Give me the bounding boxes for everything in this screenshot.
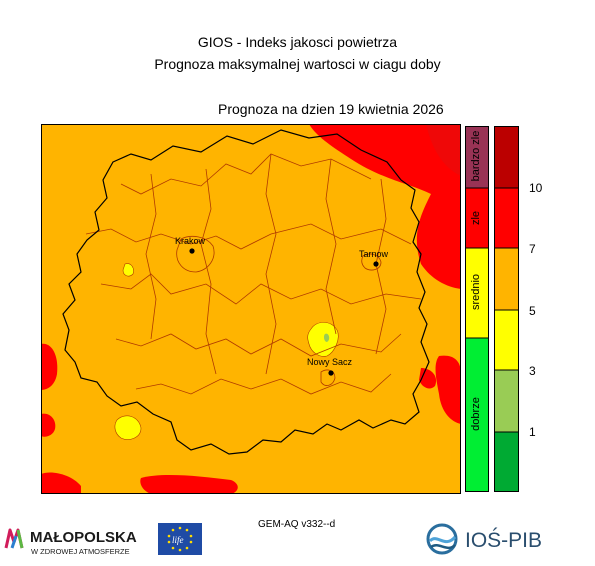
zone-dobrze-high-spot (323, 333, 330, 342)
cat-label-dobrze: dobrze (470, 397, 482, 431)
val-bar-7-10 (494, 188, 519, 248)
zone-bardzo-zle-corner (426, 124, 461, 176)
svg-text:MAŁOPOLSKA: MAŁOPOLSKA (30, 529, 137, 546)
cat-bar-srednio (465, 248, 489, 338)
zone-srednio-low-west (122, 263, 134, 277)
region-border (62, 129, 430, 455)
zone-zle-southeast (435, 355, 461, 424)
tick-5: 5 (529, 304, 536, 318)
map-frame (41, 124, 461, 494)
city-marker-nowy-sacz (328, 370, 334, 376)
val-bar-3-5 (494, 310, 519, 370)
tick-1: 1 (529, 425, 536, 439)
city-krakow: Krakow (175, 236, 206, 254)
city-tarnow: Tarnow (359, 249, 389, 267)
zone-zle-south (140, 474, 238, 494)
malopolska-logo: MAŁOPOLSKA W ZDROWEJ ATMOSFERZE (4, 524, 154, 563)
val-bar-0-1 (494, 432, 519, 492)
cat-label-srednio: srednio (470, 273, 482, 311)
zone-srednio-low-southwest (114, 415, 142, 440)
city-marker-krakow (189, 248, 195, 254)
map-title: GIOS - Indeks jakosci powietrza (197, 34, 398, 50)
city-marker-tarnow (373, 261, 379, 267)
tick-7: 7 (529, 242, 536, 256)
city-label-nowy-sacz: Nowy Sacz (307, 357, 353, 367)
ios-pib-logo: IOŚ-PIB (425, 521, 565, 562)
cat-label-zle: zle (470, 210, 482, 226)
val-bar-10plus (494, 126, 519, 188)
zone-zle-west (41, 343, 58, 390)
city-label-tarnow: Tarnow (359, 249, 389, 259)
val-bar-5-7 (494, 248, 519, 310)
index-scale (465, 126, 519, 492)
val-bar-1-3 (494, 370, 519, 432)
cat-label-bardzo-zle: bardzo zle (470, 130, 482, 182)
cat-bar-zle (465, 188, 489, 248)
city-nowy-sacz: Nowy Sacz (307, 357, 353, 376)
zone-zle-east-mid (419, 368, 437, 389)
district-borders (85, 153, 422, 395)
city-label-krakow: Krakow (175, 236, 206, 246)
model-version: GEM-AQ v332--d (258, 519, 336, 530)
zone-zle-south-2 (41, 472, 81, 494)
svg-text:IOŚ-PIB: IOŚ-PIB (465, 528, 542, 552)
zone-zle-northeast (309, 124, 461, 289)
svg-text:W ZDROWEJ ATMOSFERZE: W ZDROWEJ ATMOSFERZE (31, 547, 130, 556)
map-background (41, 124, 461, 494)
map-subtitle: Prognoza maksymalnej wartosci w ciagu do… (154, 56, 441, 72)
tick-3: 3 (529, 364, 536, 378)
forecast-date: Prognoza na dzien 19 kwietnia 2026 (218, 101, 444, 117)
cat-bar-bardzo-zle (465, 126, 489, 188)
svg-text:life: life (172, 535, 184, 545)
tick-10: 10 (529, 181, 543, 195)
eu-life-logo: life (158, 523, 202, 560)
cat-bar-dobrze (465, 338, 489, 492)
air-quality-map: Krakow Tarnow Nowy Sacz (41, 124, 461, 494)
zone-zle-southwest (41, 413, 56, 437)
